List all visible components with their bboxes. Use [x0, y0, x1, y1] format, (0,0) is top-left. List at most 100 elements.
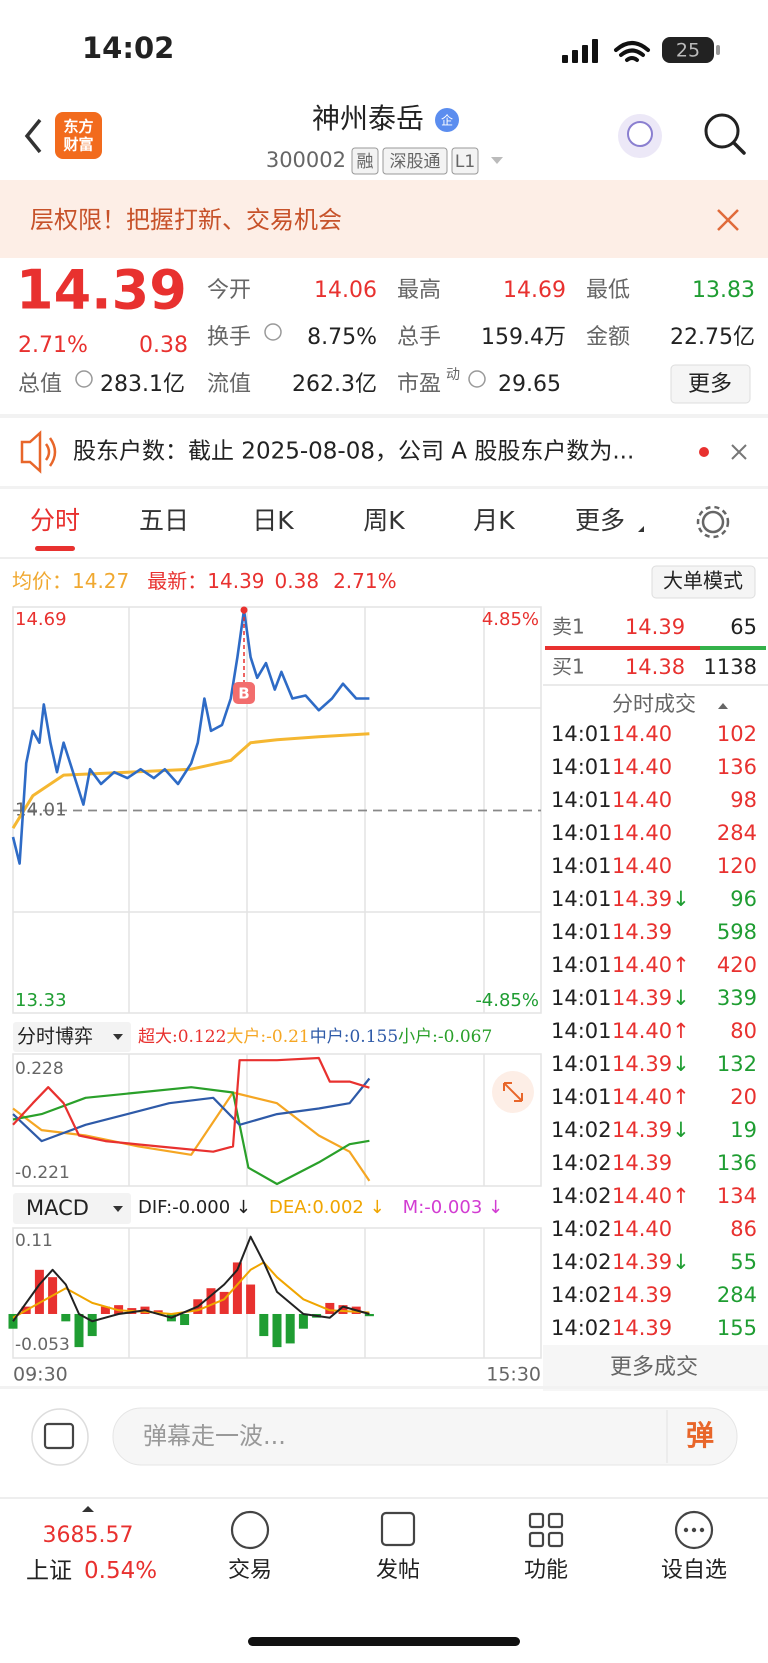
info-icon[interactable]: [468, 370, 486, 388]
trade-price: 14.40: [612, 1085, 672, 1109]
badge-text: 企: [441, 113, 453, 128]
y-tick-label: 0.228: [15, 1059, 64, 1079]
macd-bar: [272, 1313, 282, 1348]
macd-bar: [87, 1313, 97, 1337]
trade-time: 14:02: [551, 1118, 612, 1142]
index-line: 上证 0.54%: [26, 1558, 157, 1584]
trade-price: 14.40: [612, 722, 672, 746]
badge: [435, 108, 459, 132]
trade-volume: 120: [717, 854, 757, 878]
trade-volume: 20: [730, 1085, 757, 1109]
notice-text[interactable]: 股东户数：截止 2025-08-08，公司 A 股股东户数为...: [73, 439, 634, 465]
danmaku-send[interactable]: 弹: [686, 1419, 714, 1452]
stat-label: 最高: [397, 278, 441, 303]
nav-item[interactable]: 交易: [228, 1558, 272, 1583]
danmaku-toggle[interactable]: [31, 1408, 89, 1466]
trade-price-cell: 14.39: [612, 1151, 672, 1175]
trade-price: 14.39: [612, 986, 672, 1010]
battery-tip: [716, 45, 720, 55]
trade-price: 14.40: [612, 953, 672, 977]
stat-label: 最低: [586, 278, 630, 303]
avg-price: 14.27: [72, 569, 129, 593]
info-icon[interactable]: [75, 370, 93, 388]
settings-button[interactable]: [701, 510, 725, 534]
avatar-face: [627, 121, 653, 147]
tab[interactable]: 月K: [473, 506, 515, 535]
y-tick-label: -0.221: [15, 1163, 70, 1183]
macd-bar: [8, 1313, 18, 1329]
fund-selector-text: 分时博弈: [17, 1026, 93, 1048]
tab[interactable]: 更多: [575, 506, 625, 535]
trade-price-cell: 14.39↓: [612, 1118, 690, 1142]
mode-button[interactable]: [651, 565, 756, 599]
trade-price: 14.40: [612, 1217, 672, 1241]
trade-time: 14:01: [551, 821, 612, 845]
battery-level: 25: [676, 40, 700, 62]
fund-selector[interactable]: [13, 1022, 131, 1052]
nav-item[interactable]: 功能: [524, 1558, 568, 1583]
nav-item[interactable]: 发帖: [376, 1558, 420, 1583]
stat-value: 262.3亿: [292, 372, 377, 397]
trade-price-cell: 14.40↑: [612, 1184, 690, 1208]
stat-label: 今开: [207, 278, 251, 303]
trade-price: 14.39: [612, 1118, 672, 1142]
fund-chart: -0.221 0.228: [12, 1056, 371, 1186]
notice-close[interactable]: [731, 444, 747, 460]
bid-price: 14.38: [625, 655, 685, 679]
trades-title: 分时成交: [612, 692, 696, 716]
fund-line: [12, 1077, 371, 1143]
trade-time: 14:01: [551, 887, 612, 911]
trade-volume: 55: [730, 1250, 757, 1274]
peak-dot: [240, 606, 248, 614]
tab[interactable]: 周K: [363, 506, 405, 535]
buy-marker[interactable]: [233, 682, 255, 704]
tab[interactable]: 分时: [30, 506, 80, 535]
tab[interactable]: 日K: [252, 506, 294, 535]
trade-price-cell: 14.39↓: [612, 986, 690, 1010]
banner-close[interactable]: [717, 209, 739, 231]
legend-value: -0.21: [266, 1027, 310, 1047]
status-time: 14:02: [82, 31, 174, 65]
tag-text: 融: [357, 152, 374, 172]
comment-input[interactable]: [112, 1407, 738, 1466]
trade-time: 14:01: [551, 788, 612, 812]
search-button[interactable]: [704, 113, 740, 149]
more-trades-button[interactable]: [543, 1345, 768, 1391]
trade-time: 14:01: [551, 854, 612, 878]
tag: [382, 147, 448, 175]
legend-value: 0.122: [178, 1027, 227, 1047]
fund-line: [12, 1086, 370, 1186]
back-button[interactable]: [24, 118, 42, 154]
macd-chart-frame: [12, 1227, 542, 1359]
trade-direction: ↓: [672, 1250, 690, 1274]
speaker-icon: [20, 430, 57, 474]
logo-text: 东方: [63, 118, 93, 136]
macd-bar: [259, 1313, 269, 1337]
info-icon[interactable]: [264, 323, 282, 341]
trade-time: 14:02: [551, 1184, 612, 1208]
nav-item[interactable]: 设自选: [661, 1558, 727, 1583]
tab[interactable]: 五日: [139, 506, 189, 535]
index-value[interactable]: 3685.57: [43, 1523, 134, 1548]
ask-volume: 65: [730, 615, 757, 639]
dif-line: [12, 1235, 370, 1323]
ratio-bar: [700, 646, 766, 650]
more-trades-text: 更多成交: [610, 1355, 698, 1380]
macd-bar: [100, 1306, 110, 1314]
fund-chart-frame: [12, 1053, 542, 1187]
more-button[interactable]: [670, 364, 751, 404]
trade-volume: 598: [717, 920, 757, 944]
banner[interactable]: [0, 180, 768, 258]
macd-chart: -0.053 0.11 09:30 15:30: [8, 1231, 541, 1386]
macd-bar: [180, 1313, 190, 1326]
dropdown-icon[interactable]: [491, 157, 503, 164]
legend-item: DEA:0.002 ↓: [269, 1197, 385, 1218]
macd-bar: [74, 1313, 84, 1348]
stock-code: 300002: [266, 148, 346, 172]
divider: [0, 557, 768, 559]
last-value: 14.39: [207, 569, 264, 593]
watchlist-dots: [683, 1527, 705, 1533]
stock-name: 神州泰岳: [312, 102, 424, 135]
macd-selector[interactable]: [13, 1193, 131, 1224]
